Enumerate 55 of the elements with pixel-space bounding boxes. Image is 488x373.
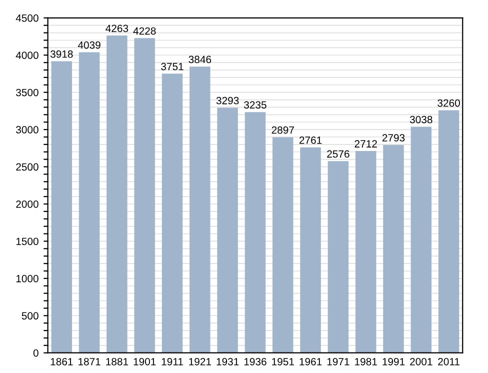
data-label: 3846 (188, 56, 212, 64)
data-label: 3235 (244, 101, 266, 109)
x-tick-label: 1871 (78, 358, 100, 366)
bar (244, 112, 266, 353)
bar (328, 161, 349, 353)
data-label: 2793 (382, 134, 405, 142)
data-label: 2761 (299, 136, 322, 144)
data-label: 2712 (354, 140, 377, 148)
bar (272, 137, 294, 353)
x-tick-label: 1981 (355, 358, 377, 366)
x-tick-label: 1951 (272, 358, 294, 366)
y-tick-label: 1500 (16, 238, 38, 246)
x-tick-label: 1921 (189, 358, 211, 366)
y-tick-label: 1000 (16, 274, 38, 282)
bar (217, 108, 238, 353)
data-label: 3038 (410, 116, 432, 124)
bar (190, 66, 210, 353)
x-tick-label: 1991 (382, 358, 405, 366)
data-label: 3293 (216, 96, 239, 104)
y-tick-label: 500 (22, 312, 38, 320)
x-tick-label: 1971 (327, 358, 350, 366)
y-tick-label: 2500 (16, 163, 38, 171)
data-label: 4263 (106, 24, 128, 32)
data-label: 4039 (78, 41, 100, 49)
bar (134, 38, 155, 353)
bar (355, 150, 376, 353)
bar (300, 147, 321, 353)
bar (106, 36, 128, 353)
bar (383, 144, 404, 353)
bar (162, 74, 183, 353)
x-tick-label: 1936 (244, 358, 266, 366)
bar (410, 126, 432, 353)
x-tick-label: 2001 (410, 358, 432, 366)
x-tick-label: 1881 (106, 358, 128, 366)
y-tick-label: 4500 (16, 14, 38, 22)
x-tick-label: 2011 (438, 358, 460, 366)
y-tick-label: 3000 (16, 126, 38, 134)
data-label: 4228 (133, 27, 156, 35)
bar (78, 52, 100, 353)
data-label: 3751 (161, 62, 184, 70)
data-label: 3260 (438, 99, 460, 107)
data-label: 2897 (272, 126, 294, 134)
y-tick-label: 0 (33, 349, 38, 357)
x-tick-label: 1931 (216, 358, 239, 366)
data-label: 3918 (50, 50, 73, 58)
x-tick-label: 1901 (134, 358, 156, 366)
x-tick-label: 1911 (162, 358, 183, 366)
bar (438, 110, 460, 353)
bar (51, 61, 72, 353)
y-tick-label: 4000 (16, 52, 38, 59)
y-tick-label: 3500 (16, 88, 38, 96)
x-tick-label: 1861 (50, 358, 73, 366)
y-tick-label: 2000 (16, 200, 38, 208)
x-tick-label: 1961 (300, 358, 322, 366)
data-label: 2576 (327, 150, 350, 158)
